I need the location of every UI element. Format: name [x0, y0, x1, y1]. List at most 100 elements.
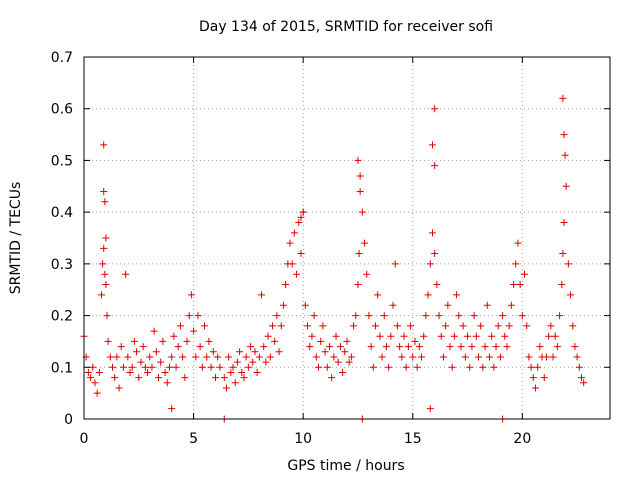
data-point [290, 229, 298, 237]
y-tick-label: 0.7 [51, 50, 73, 66]
data-point [233, 358, 241, 366]
data-point [481, 343, 489, 351]
data-point [157, 358, 165, 366]
data-point [117, 343, 125, 351]
data-point [194, 312, 202, 320]
data-point [295, 218, 303, 226]
data-point [523, 322, 531, 330]
data-point [556, 312, 564, 320]
data-point [266, 353, 274, 361]
data-point [433, 281, 441, 289]
data-point [404, 343, 412, 351]
y-axis-title: SRMTID / TECUs [8, 182, 24, 295]
data-point [420, 332, 428, 340]
data-point [374, 291, 382, 299]
data-point [279, 301, 287, 309]
data-point [334, 358, 342, 366]
data-point [101, 270, 109, 278]
data-point [128, 363, 136, 371]
data-point [258, 291, 266, 299]
data-point [475, 353, 482, 361]
data-point [330, 353, 338, 361]
data-point [126, 368, 134, 376]
data-point [529, 374, 537, 382]
data-point [106, 353, 114, 361]
data-point [573, 353, 581, 361]
data-point [227, 368, 235, 376]
data-point [321, 348, 329, 356]
data-point [525, 353, 533, 361]
data-point [268, 322, 276, 330]
data-point [93, 389, 101, 397]
data-point [402, 363, 410, 371]
data-point [273, 312, 281, 320]
data-point [551, 332, 559, 340]
data-point [545, 332, 553, 340]
data-point [365, 312, 373, 320]
data-point [483, 301, 491, 309]
data-point [378, 353, 386, 361]
data-point [98, 291, 106, 299]
data-point [510, 281, 518, 289]
data-point [490, 363, 498, 371]
data-point [312, 353, 320, 361]
data-point [461, 353, 469, 361]
data-point [306, 343, 314, 351]
data-point [424, 291, 432, 299]
data-point [356, 187, 364, 195]
data-point [431, 105, 439, 113]
data-point [361, 239, 369, 247]
data-point [319, 322, 327, 330]
data-point [242, 353, 250, 361]
x-tick-label: 15 [404, 431, 422, 447]
data-point [102, 234, 110, 242]
data-point [354, 281, 362, 289]
data-point [448, 363, 456, 371]
data-point [400, 332, 408, 340]
data-point [407, 322, 415, 330]
points-layer [80, 94, 588, 423]
data-point [115, 384, 123, 392]
data-point [553, 343, 561, 351]
data-point [308, 332, 316, 340]
data-point [108, 363, 116, 371]
data-point [209, 348, 217, 356]
y-tick-label: 0.2 [51, 309, 73, 325]
data-point [87, 374, 95, 382]
data-point [104, 337, 112, 345]
data-point [343, 337, 351, 345]
chart-title: Day 134 of 2015, SRMTID for receiver sof… [199, 19, 493, 35]
data-point [124, 353, 132, 361]
grid-layer [84, 57, 610, 419]
data-point [426, 260, 434, 268]
y-tick-label: 0.3 [51, 257, 73, 273]
data-point [95, 368, 103, 376]
data-point [567, 291, 575, 299]
data-point [216, 363, 224, 371]
data-point [354, 156, 362, 164]
data-point [549, 353, 557, 361]
data-point [505, 322, 513, 330]
data-point [119, 363, 127, 371]
data-point [512, 260, 520, 268]
data-point [299, 208, 307, 216]
data-point [339, 368, 347, 376]
data-point [225, 353, 233, 361]
data-point [293, 270, 301, 278]
data-point [472, 332, 480, 340]
data-point [439, 353, 447, 361]
data-point [201, 322, 209, 330]
data-point [146, 353, 154, 361]
x-tick-label: 20 [513, 431, 531, 447]
data-point [393, 322, 401, 330]
data-point [431, 162, 439, 170]
data-point [282, 281, 290, 289]
data-point [558, 281, 566, 289]
data-point [499, 312, 507, 320]
data-point [190, 327, 198, 335]
data-point [428, 141, 436, 149]
data-point [100, 187, 108, 195]
data-point [260, 343, 268, 351]
data-point [304, 322, 312, 330]
data-point [323, 363, 331, 371]
